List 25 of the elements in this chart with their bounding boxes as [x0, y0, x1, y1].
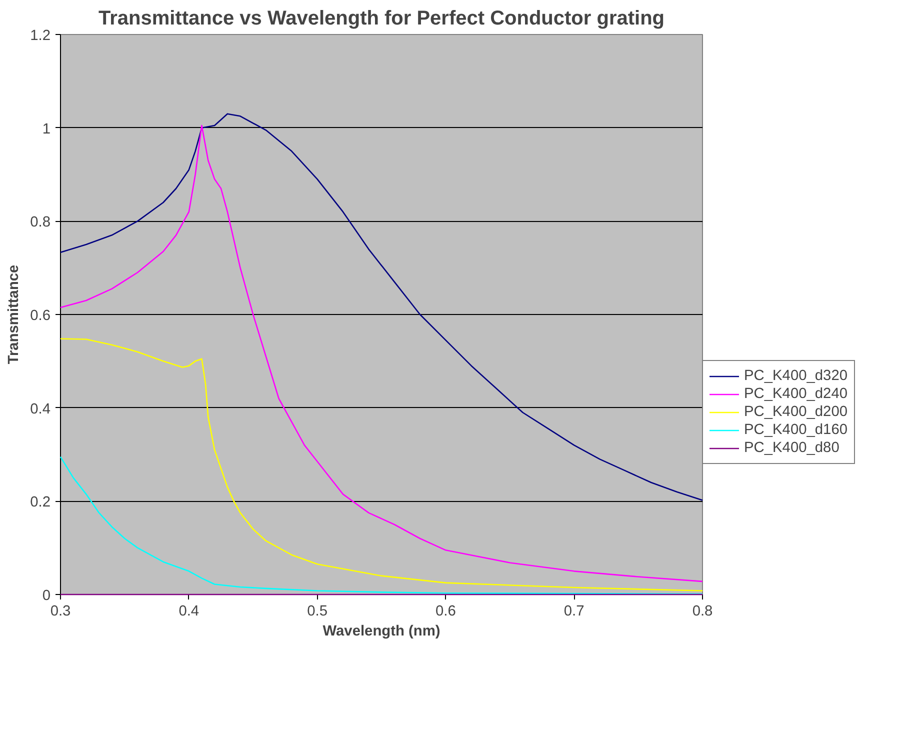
line-series [60, 456, 704, 595]
y-tick-label: 0.4 [30, 401, 50, 418]
y-axis-title: Transmittance [6, 264, 22, 364]
y-tick-label: 0.8 [30, 214, 50, 231]
legend-label: PC_K400_d320 [744, 367, 848, 385]
x-axis-title: Wavelength (nm) [322, 624, 440, 640]
x-tick-label: 0.4 [178, 604, 200, 620]
y-tick-label: 0.6 [30, 308, 50, 324]
chart-title: Transmittance vs Wavelength for Perfect Conductor grating [98, 8, 665, 30]
x-tick-label: 0.5 [307, 604, 328, 620]
x-tick-label: 0.3 [50, 604, 71, 620]
x-tick-label: 0.8 [692, 604, 713, 620]
y-tick-label: 1 [42, 121, 51, 138]
legend-label: PC_K400_d240 [744, 385, 848, 403]
legend-label: PC_K400_d80 [744, 439, 840, 457]
legend-label: PC_K400_d160 [744, 421, 848, 439]
y-tick-label: 1.2 [30, 28, 50, 44]
y-tick-label: 0 [42, 588, 51, 604]
line-series [60, 113, 704, 501]
x-tick-label: 0.6 [436, 604, 456, 620]
line-series [60, 338, 704, 592]
x-tick-label: 0.7 [564, 604, 584, 620]
y-tick-label: 0.2 [30, 494, 50, 511]
line-series [60, 124, 704, 582]
legend-label: PC_K400_d200 [744, 403, 848, 421]
